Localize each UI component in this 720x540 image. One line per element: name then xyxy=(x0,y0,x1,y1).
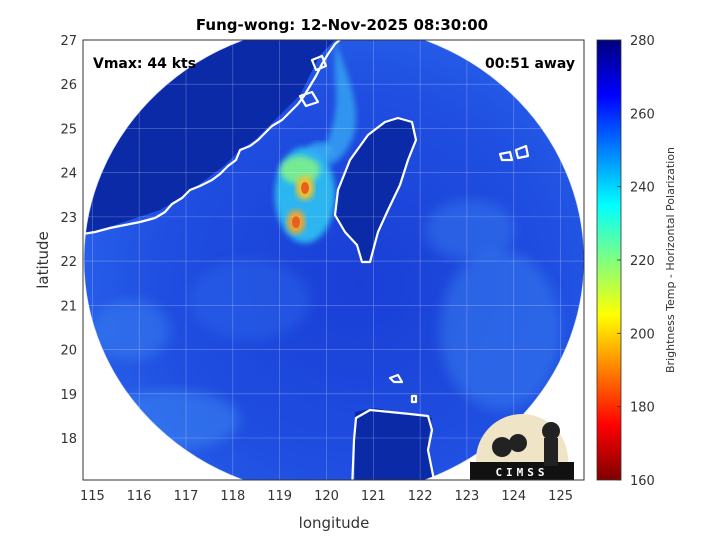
x-tick-label: 120 xyxy=(314,489,339,504)
swath-edge xyxy=(83,40,584,480)
x-tick-label: 122 xyxy=(408,489,433,504)
y-tick-label: 22 xyxy=(60,255,77,270)
y-tick-label: 25 xyxy=(60,122,77,137)
colorbar-tick-label: 220 xyxy=(630,254,655,269)
luzon-land xyxy=(355,408,438,480)
coastline-luzon xyxy=(351,408,436,480)
coastline-island-2 xyxy=(410,394,418,404)
colorbar-label: Brightness Temp - Horizontal Polarizatio… xyxy=(664,147,677,373)
coastline-island-7 xyxy=(310,54,328,72)
x-tick-label: 116 xyxy=(127,489,152,504)
map-gridlines xyxy=(83,40,584,480)
coastline-island-5 xyxy=(570,132,580,142)
colorbar-tick-label: 200 xyxy=(630,327,655,342)
time-away-label: 00:51 away xyxy=(485,56,575,72)
plot-border xyxy=(82,39,585,481)
longitude-ticks: 115 116 117 118 119 120 121 122 123 124 125 xyxy=(80,489,573,504)
y-tick-label: 18 xyxy=(60,432,77,447)
y-tick-label: 27 xyxy=(60,34,77,49)
y-tick-label: 21 xyxy=(60,299,77,314)
coastline-island-4 xyxy=(514,144,530,160)
logo-text: CIMSS xyxy=(495,466,548,479)
y-axis-label: latitude xyxy=(34,231,52,289)
colorbar-tick-label: 160 xyxy=(630,474,655,489)
y-tick-label: 19 xyxy=(60,388,77,403)
x-axis-label: longitude xyxy=(299,514,370,532)
x-tick-label: 118 xyxy=(220,489,245,504)
latitude-ticks: 27 26 25 24 23 22 21 20 19 18 xyxy=(60,34,77,447)
coastline-island-1 xyxy=(388,373,404,384)
x-tick-label: 125 xyxy=(548,489,573,504)
x-tick-label: 124 xyxy=(501,489,526,504)
x-tick-label: 115 xyxy=(80,489,105,504)
colorbar-tick-label: 280 xyxy=(630,34,655,49)
coastlines xyxy=(83,40,580,480)
y-tick-label: 26 xyxy=(60,78,77,93)
x-tick-label: 119 xyxy=(267,489,292,504)
colorbar-tick-label: 240 xyxy=(630,181,655,196)
vmax-label: Vmax: 44 kts xyxy=(93,56,196,72)
colorbar-ticks: 280 260 240 220 200 180 160 xyxy=(617,34,655,489)
colorbar: 280 260 240 220 200 180 160 Brightness Temp - … xyxy=(596,34,677,489)
x-tick-label: 123 xyxy=(455,489,480,504)
colorbar-tick-label: 180 xyxy=(630,401,655,416)
map-panel: CIMSS Vmax: 44 kts 00:51 away xyxy=(82,39,585,481)
coastline-taiwan xyxy=(333,116,418,264)
x-tick-label: 117 xyxy=(174,489,199,504)
colorbar-tick-label: 260 xyxy=(630,107,655,122)
cimss-logo: CIMSS xyxy=(470,414,574,480)
y-tick-label: 20 xyxy=(60,344,77,359)
y-tick-label: 24 xyxy=(60,167,77,182)
microwave-swath xyxy=(84,40,584,480)
figure-title: Fung-wong: 12-Nov-2025 08:30:00 xyxy=(196,16,488,34)
coastline-island-6 xyxy=(298,90,320,108)
y-tick-label: 23 xyxy=(60,211,77,226)
coastline-china xyxy=(83,40,342,236)
coastline-island-3 xyxy=(498,150,514,162)
x-tick-label: 121 xyxy=(361,489,386,504)
